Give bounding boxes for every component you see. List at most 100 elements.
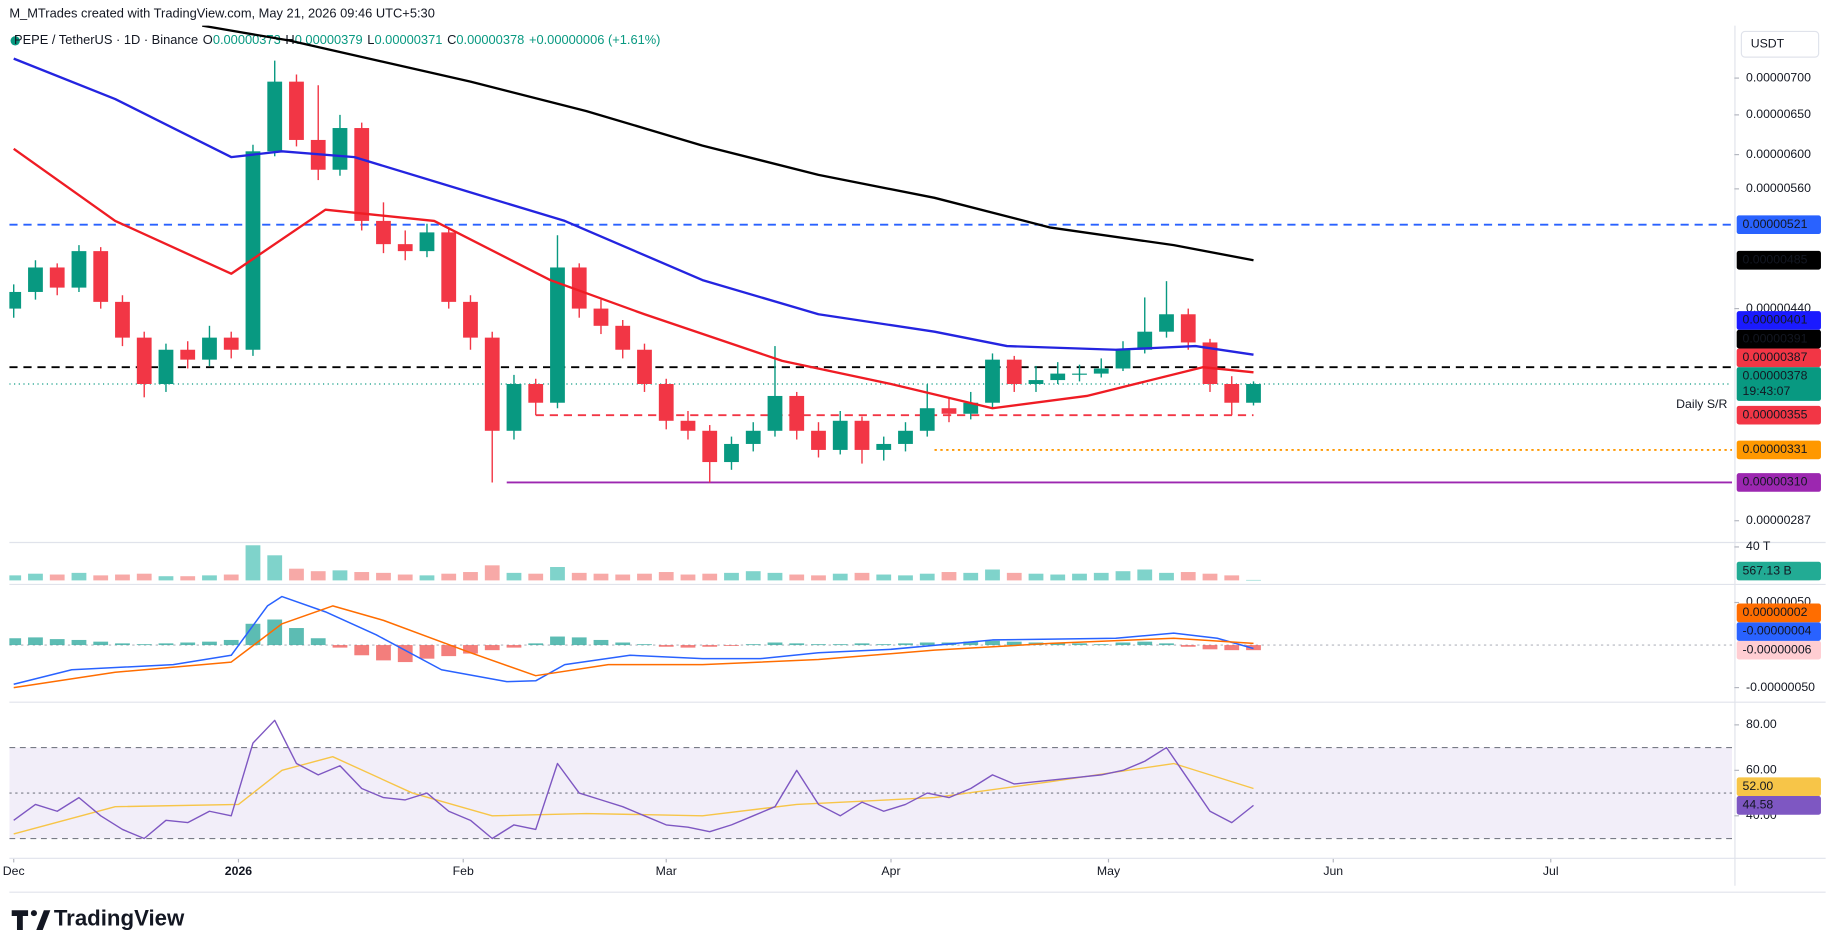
macd-histogram-bar	[658, 645, 674, 647]
candle-body	[354, 128, 370, 221]
candle-body	[593, 308, 609, 326]
candle-body	[724, 443, 739, 463]
macd-label: -0.00000006	[1743, 642, 1812, 656]
candle-body	[506, 383, 522, 431]
candle-body	[397, 244, 413, 252]
currency[interactable]: USDT	[1751, 37, 1785, 51]
macd-histogram-bar	[1093, 644, 1109, 646]
volume-bar	[28, 573, 43, 581]
volume-bar	[832, 573, 848, 581]
change: +0.00000006 (+1.61%)	[529, 32, 661, 47]
macd-histogram-bar	[506, 645, 522, 648]
ma-label-box	[1736, 348, 1821, 368]
panel-borders	[9, 25, 1826, 893]
macd-histogram-bar	[463, 645, 478, 654]
level-label-box	[1736, 440, 1821, 460]
level-label-box	[1736, 329, 1821, 349]
macd-panel	[9, 595, 1733, 689]
candle-body	[463, 301, 478, 338]
volume-bar	[615, 574, 631, 581]
candle-body	[898, 430, 913, 444]
currency-box[interactable]	[1740, 30, 1820, 58]
volume-bar	[267, 555, 283, 581]
y-tick-label: 0.00000560	[1746, 181, 1811, 195]
volume-bar	[593, 573, 609, 581]
volume-bar	[289, 568, 304, 581]
volume-bar	[93, 575, 109, 581]
price-panel	[9, 25, 1733, 484]
candle-body	[658, 383, 674, 421]
macd-histogram-bar	[702, 645, 718, 647]
volume-bar	[941, 572, 957, 581]
x-tick-label: Mar	[656, 864, 677, 878]
y-tick-label: 0.00000650	[1746, 107, 1811, 121]
candle-body	[93, 251, 109, 302]
candle-body	[680, 420, 696, 431]
ma-label: 0.00000401	[1743, 313, 1808, 327]
macd-histogram-bar	[376, 645, 391, 661]
candle-body	[180, 349, 196, 360]
footer: TradingView	[11, 905, 185, 931]
volume-bar	[1224, 575, 1240, 581]
volume-bar	[528, 573, 544, 581]
candle-body	[963, 402, 979, 414]
volume-bar	[985, 569, 1000, 581]
x-tick-label: May	[1097, 864, 1121, 878]
macd-histogram-bar	[1006, 641, 1022, 646]
candle-body	[854, 420, 870, 450]
volume-bar	[158, 576, 174, 581]
moving-average	[202, 25, 1254, 262]
macd-histogram-bar	[289, 628, 304, 646]
symbol: PEPE / TetherUS · 1D · Binance	[14, 32, 198, 47]
ohlc-value: 0.00000378	[456, 32, 524, 47]
volume-panel	[9, 545, 1261, 581]
macd-histogram-bar	[919, 642, 935, 646]
volume-bar	[571, 572, 587, 581]
level-label: 0.00000391	[1743, 331, 1808, 345]
macd-label: 0.00000002	[1743, 605, 1808, 619]
volume-bar	[680, 574, 696, 581]
macd-histogram-bar	[441, 645, 457, 657]
y-tick-label: 0.00000700	[1746, 70, 1811, 84]
candle-body	[441, 232, 457, 302]
volume-bar	[115, 574, 130, 581]
volume-bar	[898, 575, 913, 581]
macd-histogram-bar	[550, 636, 565, 646]
current-price-label: 0.00000378	[1743, 369, 1808, 383]
macd-histogram-bar	[158, 643, 174, 646]
macd-histogram-bar	[876, 644, 892, 646]
symbol-icon	[10, 36, 20, 46]
volume-bar	[1006, 572, 1022, 581]
macd-histogram-bar	[93, 641, 109, 646]
candle-body	[9, 291, 22, 309]
macd-histogram-bar	[745, 644, 761, 646]
volume-bar	[1137, 569, 1153, 581]
macd-histogram-bar	[115, 643, 130, 646]
volume-bar	[1115, 571, 1131, 581]
ma-label: 0.00000387	[1743, 350, 1808, 364]
macd-histogram-bar	[1159, 643, 1174, 646]
logo-mark	[36, 910, 51, 931]
volume-bar	[789, 574, 805, 581]
volume-bar	[1050, 574, 1066, 581]
candle-body	[876, 443, 892, 450]
candle-body	[115, 301, 130, 338]
candle-body	[528, 383, 544, 403]
macd-histogram-bar	[28, 637, 43, 646]
macd-histogram-bar	[354, 645, 370, 656]
candle-body	[289, 81, 304, 140]
symbol-legend: PEPE / TetherUS · 1D · Binance O 0.0000037…	[10, 32, 661, 47]
macd-histogram-bar	[71, 639, 87, 646]
volume-label-box	[1736, 561, 1821, 581]
candle-body	[49, 267, 65, 288]
candle-body	[202, 337, 217, 360]
volume-bar	[1159, 572, 1174, 581]
volume-bar	[745, 571, 761, 581]
credit: M_MTrades created with TradingView.com, …	[9, 5, 435, 20]
candle-body	[1028, 380, 1044, 384]
macd-histogram-bar	[593, 639, 609, 646]
macd-histogram-bar	[245, 623, 261, 646]
current-price-label-box	[1736, 367, 1821, 401]
volume-bar	[1202, 573, 1218, 581]
volume-bar	[637, 573, 652, 581]
